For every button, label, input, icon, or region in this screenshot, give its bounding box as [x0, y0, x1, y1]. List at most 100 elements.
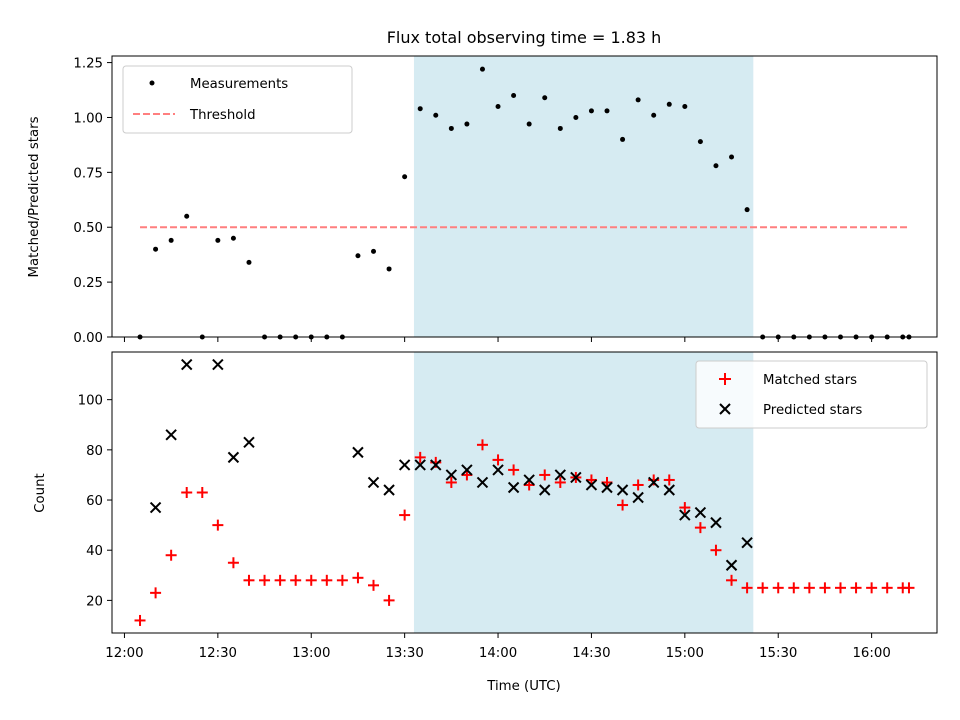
- x-stroke-b: [554, 469, 567, 481]
- x-tick-label: 15:30: [759, 646, 797, 661]
- predicted-stars-point: [507, 481, 520, 494]
- measurements-point: [604, 108, 610, 114]
- matched-stars-point: [554, 476, 566, 488]
- predicted-stars-point: [679, 509, 691, 521]
- x-stroke-b: [445, 469, 458, 481]
- predicted-stars-point: [632, 491, 644, 504]
- measurements-point: [464, 121, 470, 127]
- legend-measurements-marker: [149, 80, 155, 86]
- matched-stars-point: [726, 574, 738, 586]
- predicted-stars-point: [367, 476, 380, 489]
- matched-stars-point: [834, 582, 846, 594]
- x-tick-label: 14:30: [572, 646, 610, 661]
- x-stroke-b: [352, 446, 364, 459]
- matched-stars-point: [741, 582, 753, 594]
- matched-stars-point: [663, 474, 675, 486]
- x-stroke-b: [663, 484, 675, 496]
- bottom-y-axis-title: Count: [33, 473, 48, 513]
- predicted-stars-point: [352, 446, 364, 459]
- predicted-stars-point: [430, 459, 442, 471]
- matched-stars-point: [352, 572, 364, 584]
- matched-stars-point: [539, 469, 551, 481]
- measurements-point: [557, 125, 563, 131]
- matched-stars-point: [414, 451, 426, 463]
- matched-stars-point: [274, 574, 286, 586]
- predicted-stars-point: [523, 474, 535, 486]
- predicted-stars-point: [165, 429, 177, 441]
- matched-stars-point: [259, 574, 271, 586]
- predicted-stars-point: [554, 469, 567, 481]
- x-tick-label: 12:00: [105, 646, 143, 661]
- predicted-stars-point: [710, 516, 722, 529]
- y-tick-label: 100: [78, 394, 103, 409]
- y-tick-label: 1.25: [73, 57, 103, 72]
- top-legend: Measurements Threshold: [122, 65, 353, 134]
- predicted-stars-point: [539, 484, 551, 496]
- predicted-stars-point: [647, 476, 660, 489]
- predicted-stars-point: [227, 451, 240, 464]
- legend-predicted-marker: [719, 403, 731, 415]
- matched-stars-point: [305, 574, 317, 586]
- measurements-point: [168, 237, 174, 243]
- legend-matched-label: Matched stars: [763, 373, 857, 388]
- predicted-stars-point: [149, 501, 162, 514]
- measurements-point: [713, 163, 719, 169]
- y-tick-label: 60: [86, 494, 103, 509]
- x-stroke-b: [227, 451, 240, 464]
- x-stroke-b: [243, 436, 255, 449]
- legend-threshold-label: Threshold: [189, 108, 256, 123]
- predicted-stars-point: [461, 464, 473, 476]
- matched-stars-point: [850, 582, 862, 594]
- chart-title: Flux total observing time = 1.83 h: [387, 28, 662, 47]
- matched-stars-point: [134, 614, 146, 626]
- predicted-stars-point: [725, 559, 738, 571]
- top-y-axis-title: Matched/Predicted stars: [27, 116, 42, 277]
- measurements-point: [511, 93, 517, 99]
- predicted-stars-point: [181, 358, 193, 371]
- measurements-point: [651, 112, 657, 118]
- x-stroke-b: [647, 476, 660, 489]
- x-tick-label: 12:30: [199, 646, 237, 661]
- measurements-point: [526, 121, 532, 127]
- bottom-legend: Matched stars Predicted stars: [695, 360, 928, 429]
- predicted-stars-point: [383, 484, 395, 496]
- x-tick-label: 14:00: [479, 646, 517, 661]
- bottom-axes: 20 40 60 80 100 12:00 12:30 13:00 13:30 14:00 14:3…: [78, 351, 938, 661]
- y-tick-label: 0.75: [73, 166, 103, 181]
- matched-stars-point: [710, 544, 722, 556]
- x-stroke-b: [398, 459, 411, 471]
- predicted-stars-point: [663, 484, 675, 496]
- matched-stars-point: [788, 582, 800, 594]
- x-stroke-b: [414, 459, 426, 471]
- measurements-point: [386, 266, 392, 272]
- plot-frame: [111, 55, 938, 338]
- x-stroke-b: [461, 464, 473, 476]
- measurements-point: [448, 125, 454, 131]
- measurements-point: [635, 97, 641, 103]
- y-tick-label: 80: [86, 444, 103, 459]
- matched-stars-point: [150, 587, 162, 599]
- matched-stars-point: [632, 479, 644, 491]
- x-stroke-b: [632, 491, 644, 504]
- measurements-point: [666, 101, 672, 107]
- matched-stars-point: [819, 582, 831, 594]
- matched-stars-point: [757, 582, 769, 594]
- measurements-point: [433, 112, 439, 118]
- x-stroke-b: [476, 476, 489, 489]
- matched-stars-point: [399, 509, 411, 521]
- measurements-point: [153, 246, 159, 252]
- predicted-stars-point: [414, 459, 426, 471]
- matched-stars-point: [492, 454, 504, 466]
- matched-stars-point: [243, 574, 255, 586]
- matched-stars-point: [803, 582, 815, 594]
- plot-frame: [111, 351, 938, 634]
- predicted-stars-point: [445, 469, 458, 481]
- matched-stars-point: [336, 574, 348, 586]
- measurements-point: [355, 253, 361, 259]
- measurements-point: [729, 154, 735, 160]
- measurements-point: [495, 103, 501, 109]
- matched-stars-point: [617, 499, 629, 511]
- measurements-point: [371, 248, 377, 254]
- x-stroke-b: [679, 509, 691, 521]
- x-tick-label: 13:00: [292, 646, 330, 661]
